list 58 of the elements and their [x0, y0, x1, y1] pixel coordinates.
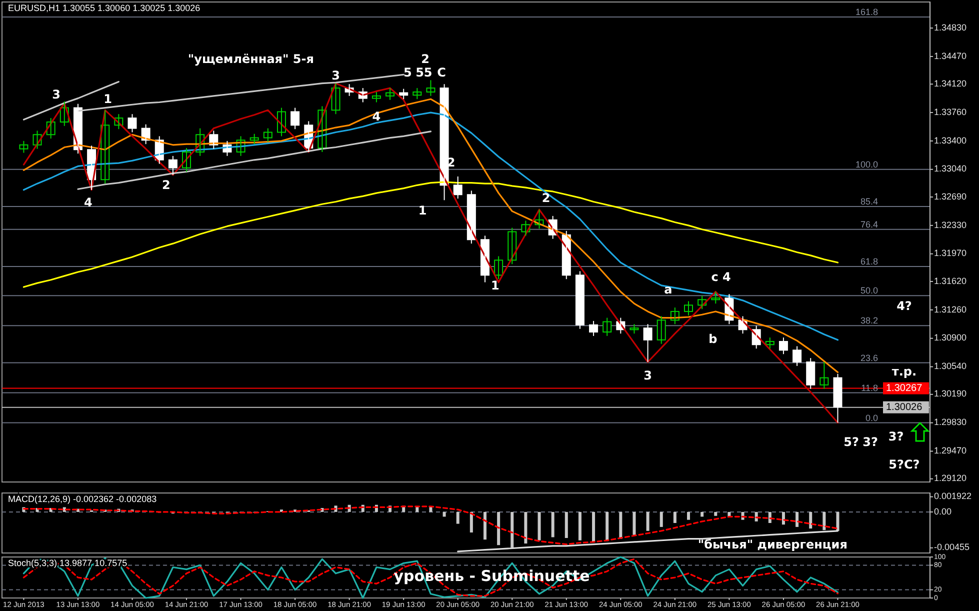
annotation: 2: [162, 178, 170, 192]
chart-title: MACD(12,26,9) -0.002362 -0.002083: [8, 494, 157, 504]
annotation: 61.8: [860, 256, 878, 266]
ref-line-label: 1.30267: [886, 382, 923, 394]
annotation: 3: [644, 368, 652, 382]
y-tick-label: -0.00455: [934, 542, 970, 552]
text: 3?: [888, 429, 904, 444]
annotation: b: [708, 332, 718, 346]
y-tick-label: 1.33760: [934, 106, 967, 117]
annotation: 4: [372, 110, 381, 124]
annotation: 1: [418, 203, 427, 218]
annotation: 0.0: [865, 412, 878, 423]
y-tick-label: 1.32690: [934, 191, 967, 202]
y-tick-label: 1.31970: [934, 248, 967, 258]
annotation: a: [664, 282, 672, 296]
y-tick-label: 1.34120: [934, 78, 967, 88]
annotation: 55: [416, 65, 432, 80]
text: 4?: [896, 299, 912, 314]
annotation: 1: [104, 92, 112, 106]
annotation: 3: [52, 87, 60, 102]
annotation: C: [437, 65, 446, 80]
annotation: 161.8: [855, 7, 878, 17]
ref-line-label: 1.30026: [886, 402, 923, 413]
y-tick-label: 1.31620: [934, 276, 967, 286]
y-tick-label: 1.34470: [934, 50, 967, 61]
annotation: 2: [421, 52, 430, 66]
annotation: "бычья" дивергенция: [698, 537, 848, 552]
text: 5?C?: [888, 458, 920, 472]
y-tick-label: 1.29470: [934, 446, 967, 456]
y-tick-label: 1.33040: [934, 164, 967, 174]
y-tick-label: 1.29830: [934, 417, 967, 428]
annotation: 2: [542, 190, 550, 205]
annotation: 85.4: [860, 196, 878, 206]
y-tick-label: 0.001922: [934, 491, 972, 502]
annotation: 38.2: [860, 316, 878, 326]
chart-title: EURUSD,H1 1.30055 1.30060 1.30025 1.30026: [8, 3, 200, 13]
y-tick-label: 1.30900: [934, 332, 967, 343]
y-tick-label: 1.32330: [934, 220, 967, 230]
annotation: 5?: [844, 434, 860, 449]
y-tick-label: 0.00: [934, 506, 952, 516]
annotation: "ущемлённая" 5-я: [188, 52, 314, 66]
annotation: 50.0: [860, 286, 878, 296]
annotation: 76.4: [860, 219, 878, 230]
text: т.р.: [892, 364, 917, 379]
annotation: 3: [332, 68, 340, 82]
y-tick-label: 1.29120: [934, 473, 967, 484]
annotation: 100.0: [855, 159, 878, 170]
annotation: 4: [84, 196, 92, 210]
y-tick-label: 1.31260: [934, 304, 967, 314]
y-tick-label: 1.30540: [934, 361, 967, 372]
annotation: 1: [490, 278, 500, 292]
annotation: 5: [403, 65, 412, 80]
annotation: c 4: [711, 270, 731, 284]
text: 3?: [862, 434, 878, 449]
y-tick-label: 1.34830: [934, 22, 967, 32]
y-tick-label: 1.33400: [934, 135, 967, 146]
y-tick-label: 1.30190: [934, 388, 967, 399]
annotation: 23.6: [860, 352, 878, 363]
